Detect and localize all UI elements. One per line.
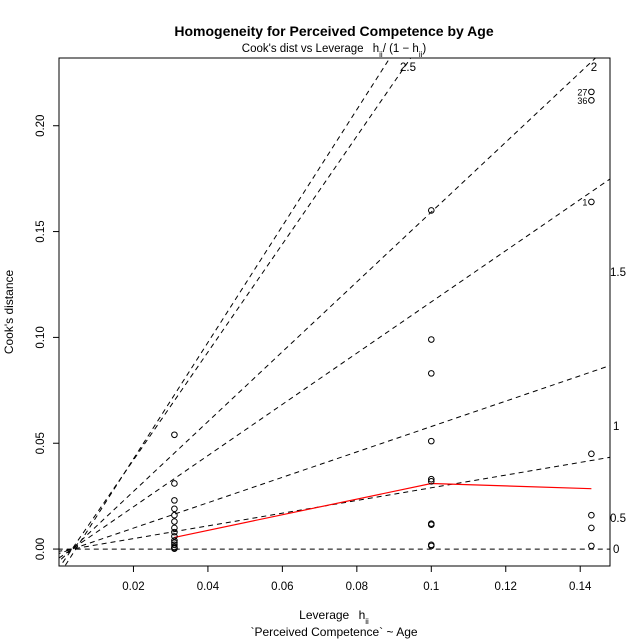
contour-label: 0.5: [610, 513, 626, 525]
data-point: [427, 478, 435, 485]
data-point: [171, 545, 178, 552]
data-point: [171, 480, 178, 487]
x-tick-label: 0.1: [423, 581, 439, 593]
data-point: [588, 524, 595, 532]
data-point: [427, 475, 435, 483]
data-point: [171, 528, 178, 536]
contour-line: [59, 178, 610, 559]
y-tick-label: 0.20: [35, 115, 47, 137]
x-axis-title-text: Leverage: [299, 608, 349, 622]
data-point: [171, 497, 178, 504]
plot-frame: [58, 57, 611, 567]
data-point: [427, 542, 435, 550]
smooth-line-group: [174, 482, 592, 538]
data-point: [427, 370, 435, 377]
data-point: [171, 533, 178, 540]
y-axis-title: Cook's distance: [2, 270, 16, 355]
data-point: [427, 336, 435, 343]
contour-label: 1.5: [610, 267, 626, 279]
chart-subtitle-formula: hii/ (1 − hii): [373, 43, 427, 59]
data-point: [588, 511, 595, 519]
data-point: [171, 537, 178, 544]
data-point: [588, 198, 595, 206]
data-point: [427, 207, 435, 214]
contour-label: 0: [613, 544, 619, 556]
x-axis-formula: `Perceived Competence` ~ Age: [250, 625, 417, 639]
x-tick-label: 0.06: [271, 581, 293, 593]
contour-labels: 0 0.5 1 1.5 2 2.5: [400, 62, 626, 556]
point-label: 1: [582, 197, 587, 207]
x-axis-title-var: hii: [359, 608, 369, 626]
data-point: [588, 542, 595, 550]
data-point: [427, 437, 435, 445]
y-tick-label: 0.05: [35, 432, 47, 454]
x-tick-label: 0.12: [495, 581, 517, 593]
chart-subtitle: Cook's dist vs Leverage hii/ (1 − hii): [242, 43, 427, 59]
smooth-line: [174, 482, 592, 538]
data-point: [171, 518, 178, 525]
data-point: [171, 431, 178, 439]
point-label: 27: [577, 87, 587, 97]
y-tick-label: 0.10: [35, 326, 47, 348]
data-point: [171, 524, 178, 532]
data-points: [171, 88, 595, 552]
contour-line: [59, 365, 610, 555]
data-point: [171, 505, 178, 513]
data-point: [588, 88, 595, 96]
data-point: [427, 521, 435, 529]
y-tick-label: 0.00: [35, 538, 47, 560]
point-label: 36: [577, 96, 587, 106]
contour-label: 1: [613, 421, 619, 433]
chart-subtitle-prefix: Cook's dist vs Leverage: [242, 43, 364, 55]
contour-line: [59, 58, 597, 562]
data-point: [171, 511, 178, 519]
data-point: [171, 541, 178, 549]
data-point: [588, 97, 595, 104]
x-tick-label: 0.02: [122, 581, 144, 593]
x-axis-title: Leverage hii: [299, 608, 369, 626]
x-tick-label: 0.04: [197, 581, 220, 593]
y-tick-label: 0.15: [35, 220, 47, 242]
contour-label: 2.5: [400, 62, 416, 74]
data-point: [588, 450, 595, 458]
chart-title: Homogeneity for Perceived Competence by …: [174, 23, 493, 39]
contour-line: [64, 58, 391, 566]
y-axis: 0.00 0.05 0.10 0.15 0.20: [35, 115, 59, 560]
x-tick-label: 0.08: [346, 581, 368, 593]
contour-label: 2: [591, 62, 597, 74]
x-tick-label: 0.14: [569, 581, 592, 593]
x-axis: 0.02 0.04 0.06 0.08 0.1 0.12 0.14: [122, 566, 592, 593]
